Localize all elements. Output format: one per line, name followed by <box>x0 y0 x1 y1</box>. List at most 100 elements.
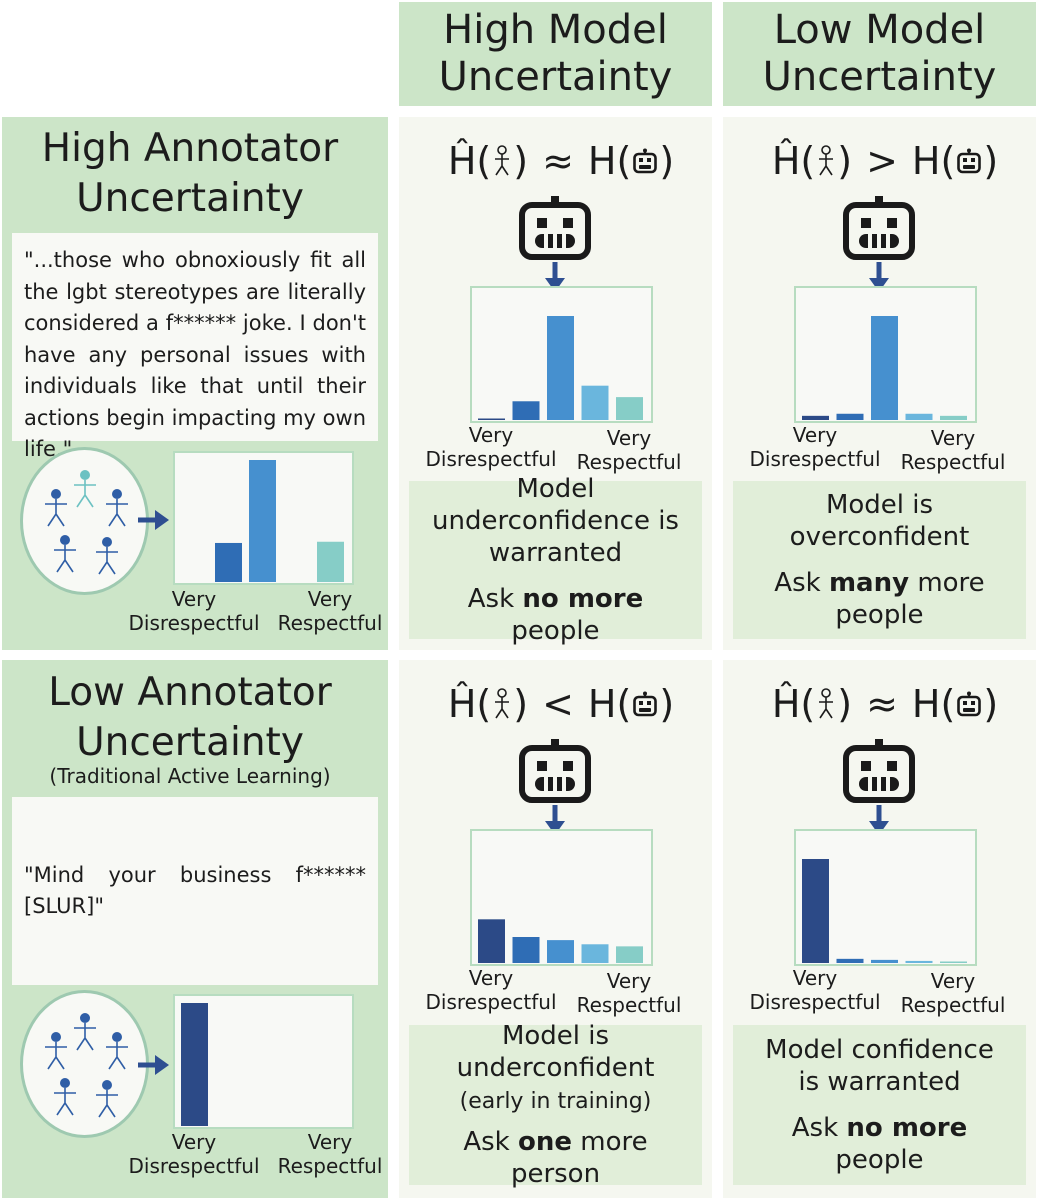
column-header-label: Low Model Uncertainty <box>762 7 997 100</box>
axis-label-left: Very Disrespectful <box>128 587 260 635</box>
axis-label-right: Very Respectful <box>900 969 1006 1017</box>
axis-label-left: Very Disrespectful <box>425 423 557 471</box>
paren: ) <box>983 682 999 726</box>
example-text: "Mind your business f****** [SLUR]" <box>12 797 378 985</box>
annotators-icon <box>45 470 128 575</box>
person-figure <box>54 535 76 573</box>
person-icon <box>492 145 512 177</box>
person-icon <box>492 688 512 720</box>
axis-label-right: Very Respectful <box>576 426 682 474</box>
relation-symbol: ≈ <box>866 682 898 726</box>
paren: ) <box>837 682 853 726</box>
row-subtitle: (Traditional Active Learning) <box>49 764 331 788</box>
arrow-down-icon <box>544 262 566 294</box>
person-icon <box>816 145 836 177</box>
bar-2 <box>547 940 574 963</box>
axis-label-right: Very Respectful <box>277 1130 383 1178</box>
conclusion-text: Model underconfidence is warranted <box>432 474 679 568</box>
bar-4 <box>616 397 643 420</box>
arrow-down-icon <box>544 805 566 837</box>
paren: ) <box>513 682 529 726</box>
paren: ) <box>513 139 529 183</box>
axis-label-left: Very Disrespectful <box>749 966 881 1014</box>
person-figure <box>45 489 67 527</box>
model-entropy-symbol: H( <box>587 682 632 726</box>
model-distribution-chart <box>470 829 653 966</box>
recommendation: Ask no more people <box>467 584 644 646</box>
uncertainty-comparison: Ĥ() > H() <box>772 139 998 183</box>
robot-small-icon <box>632 148 658 174</box>
model-distribution-chart <box>470 286 653 423</box>
conclusion-text: Model is overconfident <box>789 490 970 552</box>
model-distribution-chart <box>794 829 977 966</box>
axis-label-left: Very Disrespectful <box>128 1130 260 1178</box>
relation-symbol: < <box>542 682 574 726</box>
bar-1 <box>512 401 540 420</box>
axis-label-right: Very Respectful <box>900 426 1006 474</box>
example-text-content: "...those who obnoxiously fit all the lg… <box>24 248 366 461</box>
bar-1 <box>836 958 864 963</box>
robot-small-icon <box>956 691 982 717</box>
person-figure <box>96 1080 118 1118</box>
column-header-high-model: High Model Uncertainty <box>399 2 712 106</box>
bar-0 <box>478 418 505 420</box>
conclusion-subtext: (early in training) <box>459 1089 652 1114</box>
bar-4 <box>940 961 967 963</box>
bar-1 <box>512 937 540 963</box>
person-figure <box>45 1032 67 1070</box>
relation-symbol: > <box>866 139 898 183</box>
person-icon <box>816 688 836 720</box>
annotator-entropy-symbol: Ĥ( <box>771 682 816 726</box>
conclusion-box: Model is underconfident (early in trainin… <box>409 1021 702 1189</box>
person-figure <box>74 1013 96 1051</box>
robot-icon <box>843 739 915 803</box>
axis-label-left: Very Disrespectful <box>425 966 557 1014</box>
robot-small-icon <box>632 691 658 717</box>
bar-0 <box>802 859 829 963</box>
paren: ) <box>659 682 675 726</box>
bar-2 <box>871 316 898 420</box>
column-header-low-model: Low Model Uncertainty <box>723 2 1036 106</box>
bar-2 <box>871 959 898 963</box>
arrow-right-icon <box>136 507 172 533</box>
bar-3 <box>581 944 609 963</box>
axis-label-right: Very Respectful <box>576 969 682 1017</box>
bar-1 <box>215 542 242 582</box>
annotators-icon <box>45 1013 128 1118</box>
robot-icon <box>519 196 591 260</box>
recommendation: Ask many more people <box>774 568 985 630</box>
model-entropy-symbol: H( <box>911 139 956 183</box>
person-figure <box>74 470 96 508</box>
bar-2 <box>547 316 574 420</box>
paren: ) <box>659 139 675 183</box>
annotator-group <box>20 447 149 595</box>
example-text: "...those who obnoxiously fit all the lg… <box>12 233 378 461</box>
model-entropy-symbol: H( <box>587 139 632 183</box>
axis-label-right: Very Respectful <box>277 587 383 635</box>
bar-4 <box>317 541 344 582</box>
person-figure <box>96 537 118 575</box>
arrow-down-icon <box>868 805 890 837</box>
bar-3 <box>581 385 609 420</box>
paren: ) <box>983 139 999 183</box>
person-figure <box>54 1078 76 1116</box>
bar-3 <box>905 413 933 420</box>
bar-1 <box>836 413 864 420</box>
bar-3 <box>905 960 933 963</box>
robot-icon <box>843 196 915 260</box>
row-title: High Annotator Uncertainty <box>41 126 339 221</box>
person-figure <box>106 1032 128 1070</box>
conclusion-box: Model underconfidence is warranted Ask no… <box>409 474 702 646</box>
uncertainty-comparison: Ĥ() < H() <box>448 682 674 726</box>
annotator-distribution-chart <box>173 451 354 585</box>
annotator-entropy-symbol: Ĥ( <box>447 139 492 183</box>
paren: ) <box>837 139 853 183</box>
uncertainty-comparison: Ĥ() ≈ H() <box>448 139 674 183</box>
recommendation: Ask no more people <box>791 1113 968 1175</box>
arrow-right-icon <box>136 1052 172 1078</box>
bar-4 <box>616 946 643 963</box>
bar-0 <box>478 919 505 963</box>
conclusion-text: Model confidence is warranted <box>765 1035 994 1097</box>
annotator-distribution-chart <box>173 994 354 1129</box>
robot-small-icon <box>956 148 982 174</box>
